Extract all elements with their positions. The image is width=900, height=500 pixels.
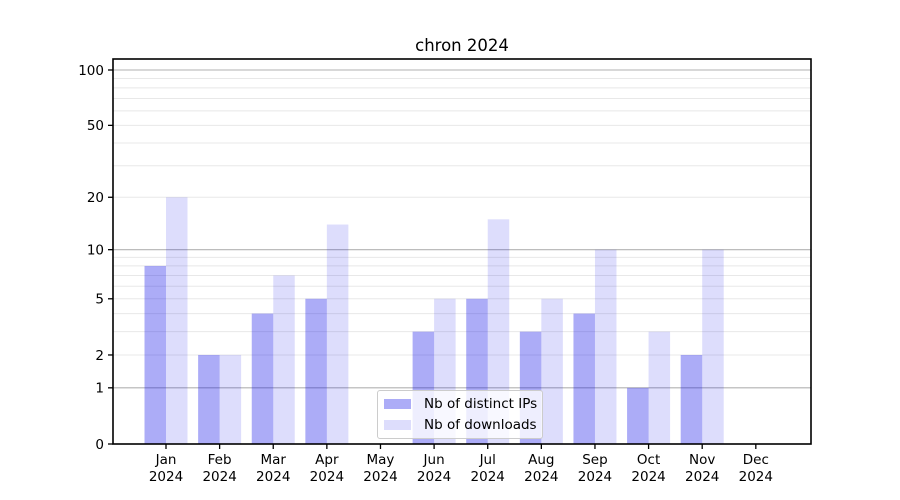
bar-distinct-ips-feb <box>198 354 220 444</box>
bar-distinct-ips-oct <box>627 387 649 444</box>
y-tick-label: 1 <box>95 381 104 397</box>
bar-downloads-nov <box>702 249 724 444</box>
x-tick-label-year: 2024 <box>578 469 612 485</box>
bar-downloads-jul <box>487 219 510 444</box>
x-tick-label-month: Oct <box>637 452 660 468</box>
x-tick-label-year: 2024 <box>417 469 451 485</box>
x-tick-label-month: Aug <box>528 452 554 468</box>
x-tick-label-month: Jan <box>155 452 177 468</box>
bar-layer <box>144 197 724 444</box>
y-tick-label: 100 <box>78 63 104 79</box>
y-tick-label: 2 <box>95 348 104 364</box>
bar-downloads-apr <box>326 224 349 444</box>
x-tick-label-month: Nov <box>689 452 715 468</box>
bar-distinct-ips-nov <box>680 354 703 444</box>
x-tick-label-month: May <box>367 452 395 468</box>
legend-label-distinct-ips: Nb of distinct IPs <box>424 396 538 412</box>
chart-title: chron 2024 <box>415 36 509 55</box>
x-tick-label-year: 2024 <box>310 469 344 485</box>
legend-swatch-distinct-ips-icon <box>384 398 411 410</box>
bar-downloads-feb <box>219 354 242 444</box>
x-tick-label-year: 2024 <box>363 469 397 485</box>
legend-item-distinct-ips: Nb of distinct IPs <box>384 394 538 414</box>
grid-layer <box>113 69 811 389</box>
y-tick-label: 5 <box>95 292 104 308</box>
x-tick-label-month: Mar <box>260 452 286 468</box>
x-tick-label-month: Apr <box>315 452 339 468</box>
bar-downloads-sep <box>594 249 617 444</box>
bar-downloads-jan <box>166 197 188 444</box>
legend-swatch-downloads-icon <box>384 419 411 431</box>
legend-item-downloads: Nb of downloads <box>384 415 537 435</box>
x-tick-label-year: 2024 <box>149 469 183 485</box>
axis-layer: 0125102050100Jan2024Feb2024Mar2024Apr202… <box>78 58 812 485</box>
legend: Nb of distinct IPs Nb of downloads <box>377 390 543 439</box>
y-tick-label: 50 <box>87 118 104 134</box>
x-tick-label-year: 2024 <box>739 469 773 485</box>
x-tick-label-month: Jul <box>479 452 496 468</box>
bar-distinct-ips-sep <box>573 313 595 444</box>
bar-downloads-oct <box>648 331 671 444</box>
bar-downloads-mar <box>273 275 295 444</box>
y-tick-label: 0 <box>95 437 104 453</box>
y-tick-label: 10 <box>87 242 104 258</box>
bar-distinct-ips-apr <box>305 298 327 444</box>
x-tick-label-month: Feb <box>208 452 232 468</box>
bar-distinct-ips-mar <box>251 313 274 444</box>
bar-downloads-aug <box>541 298 563 444</box>
x-tick-label-month: Jun <box>423 452 445 468</box>
bar-distinct-ips-jan <box>144 265 166 444</box>
x-tick-label-month: Dec <box>743 452 769 468</box>
x-tick-label-year: 2024 <box>202 469 236 485</box>
legend-label-downloads: Nb of downloads <box>424 417 537 433</box>
x-tick-label-month: Sep <box>582 452 607 468</box>
x-tick-label-year: 2024 <box>685 469 719 485</box>
axes-spines <box>112 58 812 445</box>
x-tick-label-year: 2024 <box>256 469 290 485</box>
x-tick-label-year: 2024 <box>631 469 665 485</box>
x-tick-label-year: 2024 <box>471 469 505 485</box>
y-tick-label: 20 <box>87 190 104 206</box>
x-tick-label-year: 2024 <box>524 469 558 485</box>
